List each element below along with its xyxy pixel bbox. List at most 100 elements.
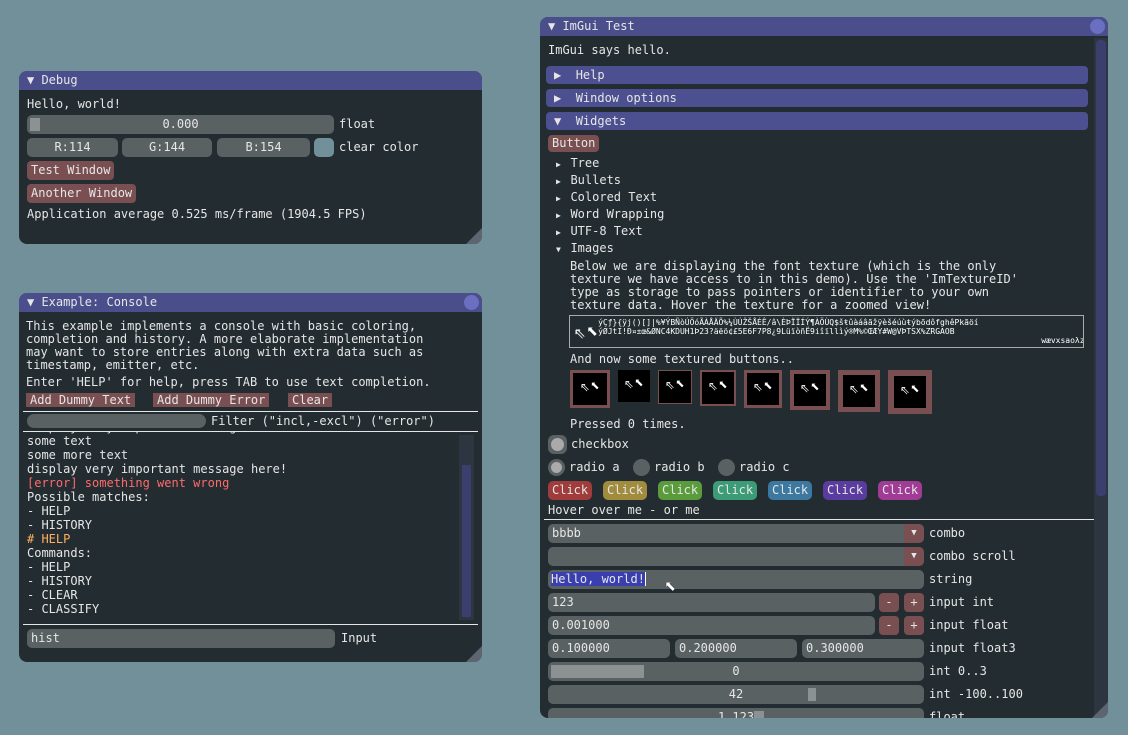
imgui-test-window: ▼ ImGui Test ImGui says hello. ▶ Help ▶ … [540,17,1108,718]
window-title: Debug [41,73,78,87]
int-input[interactable]: 123 [548,593,875,612]
slider-grab[interactable] [754,711,764,718]
tree-node[interactable]: ▶ Colored Text [556,191,657,205]
header-window-options[interactable]: ▶ Window options [546,89,1088,107]
debug-window: ▼ Debug Hello, world! 0.000 float R:114 … [19,71,482,244]
expand-triangle-icon: ▶ [556,194,571,203]
console-input[interactable]: hist [27,629,335,648]
log-scrollbar[interactable] [459,435,474,620]
textured-label: And now some textured buttons.. [570,352,794,366]
textured-button[interactable]: ⇖⬉ [570,370,610,408]
window-scrollbar[interactable] [1094,38,1108,718]
add-dummy-error-button[interactable]: Add Dummy Error [153,393,270,407]
filter-input[interactable] [27,414,206,428]
close-icon[interactable] [1090,19,1105,34]
int-0-3-slider[interactable]: 0 [548,662,924,681]
tree-node[interactable]: ▶ Tree [556,157,599,171]
radio-a-label: radio a [569,460,620,474]
textured-button[interactable]: ⇖⬉ [618,370,650,402]
float-input[interactable]: 0.001000 [548,616,875,635]
radio-a[interactable] [548,459,565,476]
checkbox[interactable] [548,435,567,454]
console-log: display very important message here!some… [27,432,457,620]
tree-node-label: UTF-8 Text [570,224,643,238]
color-swatch[interactable] [314,138,334,157]
desc-line: This example implements a console with b… [26,319,417,333]
click-button[interactable]: Click [713,481,758,500]
combo[interactable]: bbbb ▼ [548,524,924,543]
collapse-triangle-icon[interactable]: ▼ [27,73,42,87]
test-window-button[interactable]: Test Window [27,161,115,180]
hover-text[interactable]: Hover over me - or me [548,503,700,517]
float-slider[interactable]: 1.123 [548,708,924,718]
resize-grip[interactable] [466,228,482,244]
tree-node[interactable]: ▶ Bullets [556,174,621,188]
console-title-bar[interactable]: ▼ Example: Console [19,293,482,312]
chevron-down-icon[interactable]: ▼ [904,547,924,566]
click-button[interactable]: Click [548,481,593,500]
resize-grip[interactable] [1092,702,1108,718]
hello-text: Hello, world! [27,97,121,111]
radio-c[interactable] [718,459,735,476]
float3-x[interactable]: 0.100000 [548,639,670,658]
add-dummy-text-button[interactable]: Add Dummy Text [26,393,136,407]
desc-line: texture data. Hover the texture for a zo… [570,298,932,312]
tree-node[interactable]: ▼ Images [556,242,614,256]
textured-button[interactable]: ⇖⬉ [744,370,782,408]
click-button[interactable]: Click [658,481,703,500]
float3-z[interactable]: 0.300000 [802,639,924,658]
int-100-slider[interactable]: 42 [548,685,924,704]
font-texture-image[interactable]: ⇖⬉ ýÇƒ}{ÿj()[]|%¥ÝBÑòÚÖóÃÀÅÄÕ%¼ÙÚŽŠÅÉÊ/â\… [569,315,1084,348]
textured-button[interactable]: ⇖⬉ [700,370,736,406]
textured-button[interactable]: ⇖⬉ [790,370,830,410]
test-title-bar[interactable]: ▼ ImGui Test [540,17,1108,36]
combo-scroll[interactable]: ▼ [548,547,924,566]
checkbox-label: checkbox [571,437,629,451]
log-line: - CLASSIFY [27,602,100,616]
slider-grab[interactable] [551,665,644,678]
decrement-button[interactable]: - [879,616,899,635]
float-slider[interactable]: 0.000 [27,115,334,134]
tree-node-label: Images [570,241,614,255]
click-button[interactable]: Click [768,481,813,500]
click-button[interactable]: Click [878,481,923,500]
combo-label: combo [929,526,966,540]
string-input[interactable]: Hello, world! [548,570,924,589]
log-line: Commands: [27,546,93,560]
decrement-button[interactable]: - [879,593,899,612]
collapse-triangle-icon[interactable]: ▼ [548,19,563,33]
header-help[interactable]: ▶ Help [546,66,1088,84]
tree-node[interactable]: ▶ Word Wrapping [556,208,664,222]
click-button[interactable]: Click [823,481,868,500]
radio-b[interactable] [633,459,650,476]
tree-node-label: Tree [570,156,600,170]
increment-button[interactable]: + [904,593,924,612]
log-line: some text [27,434,93,448]
button[interactable]: Button [548,135,600,152]
textured-button[interactable]: ⇖⬉ [888,370,932,414]
click-button[interactable]: Click [603,481,648,500]
expand-triangle-icon: ▶ [556,177,571,186]
debug-title-bar[interactable]: ▼ Debug [19,71,482,90]
textured-button[interactable]: ⇖⬉ [838,370,880,412]
log-line: - HELP [27,560,71,574]
slider-grab[interactable] [808,688,816,701]
another-window-button[interactable]: Another Window [27,184,137,203]
slider-grab[interactable] [30,118,40,131]
int-label: input int [929,595,995,609]
clear-button[interactable]: Clear [288,393,333,407]
b-drag[interactable]: B:154 [217,138,310,157]
collapse-triangle-icon[interactable]: ▼ [27,295,42,309]
close-icon[interactable] [464,295,479,310]
header-widgets[interactable]: ▼ Widgets [546,112,1088,130]
chevron-down-icon[interactable]: ▼ [904,524,924,543]
resize-grip[interactable] [466,646,482,662]
increment-button[interactable]: + [904,616,924,635]
float3-y[interactable]: 0.200000 [675,639,797,658]
r-drag[interactable]: R:114 [27,138,118,157]
g-drag[interactable]: G:144 [122,138,212,157]
textured-button[interactable]: ⇖⬉ [658,370,692,404]
scrollbar-grab[interactable] [1096,40,1106,496]
scrollbar-grab[interactable] [462,465,471,617]
tree-node[interactable]: ▶ UTF-8 Text [556,225,643,239]
